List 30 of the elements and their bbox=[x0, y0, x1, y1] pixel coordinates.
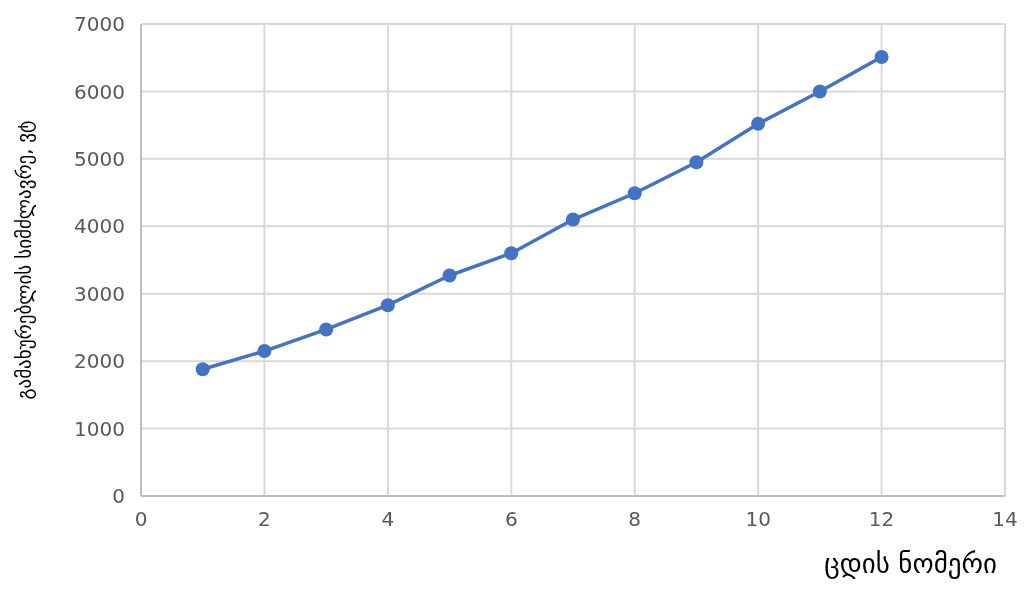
point bbox=[751, 116, 766, 131]
point bbox=[874, 50, 889, 65]
x-tick-label: 8 bbox=[628, 507, 642, 532]
x-tick-label: 10 bbox=[745, 507, 771, 532]
y-tick-label: 6000 bbox=[74, 79, 125, 104]
point bbox=[257, 344, 272, 359]
point bbox=[504, 246, 519, 261]
point bbox=[689, 155, 704, 170]
x-tick-label: 12 bbox=[868, 507, 895, 532]
point bbox=[442, 268, 457, 283]
x-tick-label: 14 bbox=[992, 507, 1018, 532]
y-tick-label: 1000 bbox=[74, 416, 125, 441]
x-tick-label: 6 bbox=[504, 507, 518, 532]
y-tick-label: 7000 bbox=[74, 12, 125, 37]
point bbox=[319, 322, 334, 337]
y-axis-title: გამახურებლის სიმძლავრე, ვტ bbox=[13, 120, 37, 400]
point bbox=[566, 212, 580, 227]
x-tick-label: 4 bbox=[381, 507, 395, 532]
point bbox=[195, 362, 210, 377]
y-tick-label: 0 bbox=[112, 484, 125, 509]
y-tick-label: 2000 bbox=[74, 349, 125, 374]
point bbox=[812, 84, 827, 99]
x-tick-label: 0 bbox=[134, 507, 148, 532]
y-tick-label: 4000 bbox=[74, 214, 125, 239]
y-tick-label: 3000 bbox=[74, 281, 125, 306]
point bbox=[380, 298, 395, 313]
x-axis-title: ცდის ნომერი bbox=[824, 548, 997, 579]
point bbox=[627, 186, 642, 201]
y-tick-label: 5000 bbox=[74, 146, 125, 171]
x-tick-label: 2 bbox=[258, 507, 271, 532]
